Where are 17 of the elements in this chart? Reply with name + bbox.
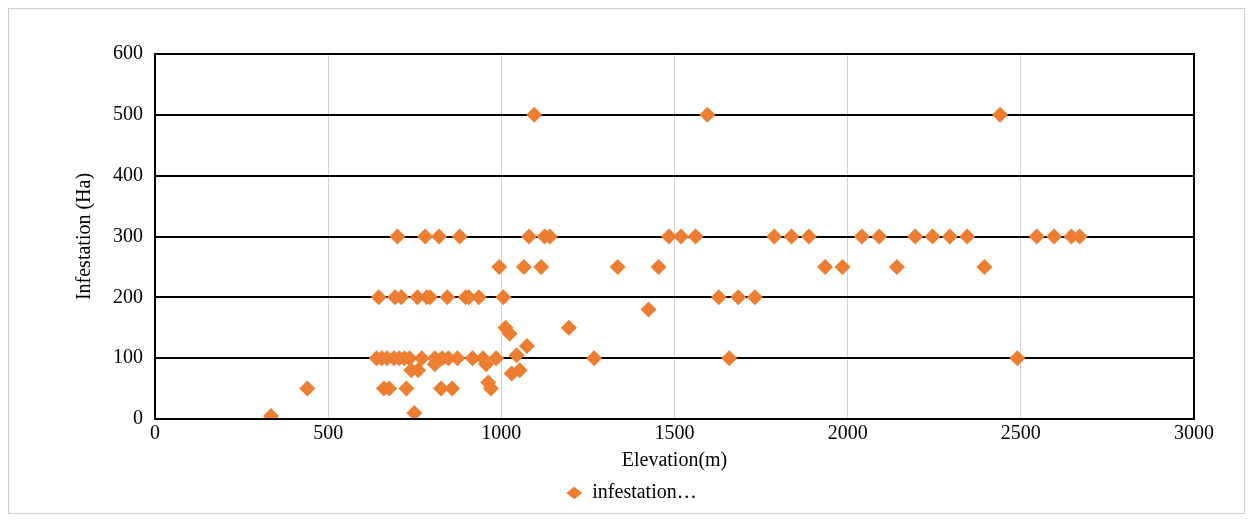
x-tick-label: 1000 — [481, 421, 522, 444]
y-tick-label: 400 — [113, 162, 143, 185]
x-tick-label: 2500 — [1000, 421, 1041, 444]
x-tick-label: 0 — [150, 421, 160, 444]
x-tick-label: 3000 — [1174, 421, 1214, 444]
x-tick-label: 1500 — [654, 421, 695, 444]
y-tick-label: 600 — [113, 41, 143, 64]
y-tick-label: 500 — [113, 102, 143, 125]
x-tick-label: 500 — [313, 421, 344, 444]
y-tick-label: 300 — [113, 223, 143, 246]
y-tick-label: 200 — [113, 284, 143, 307]
y-tick-label: 0 — [133, 406, 143, 429]
x-axis-title: Elevation(m) — [621, 448, 728, 472]
y-axis-title: Infestation (Ha) — [72, 172, 96, 301]
legend-label: infestation… — [592, 480, 697, 503]
x-tick-label: 2000 — [827, 421, 868, 444]
y-tick-label: 100 — [113, 345, 143, 368]
